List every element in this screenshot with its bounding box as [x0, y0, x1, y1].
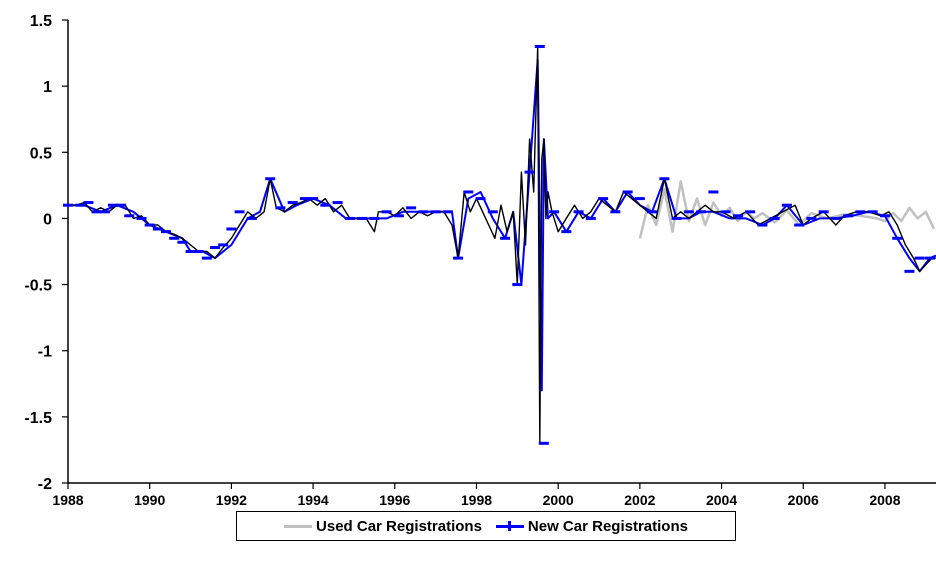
y-tick-label: -0.5 [24, 278, 52, 295]
x-tick-label: 2004 [706, 492, 737, 508]
series-line-used-car-registrations [638, 180, 936, 239]
y-tick-label: -2 [38, 476, 52, 493]
y-tick-label: 1 [43, 79, 52, 96]
y-tick-label: 0.5 [30, 145, 52, 162]
x-tick-label: 2006 [788, 492, 819, 508]
x-tick-label: 2008 [869, 492, 900, 508]
y-tick-label: -1 [38, 344, 52, 361]
legend-item-new: New Car Registrations [495, 517, 688, 535]
x-tick-label: 2002 [624, 492, 655, 508]
x-tick-label: 1994 [298, 492, 329, 508]
series-line-new-car-registrations [68, 58, 936, 392]
legend-swatch-used [284, 520, 313, 532]
x-tick-label: 1996 [379, 492, 410, 508]
x-tick-label: 1990 [134, 492, 165, 508]
series-line-overlay [68, 45, 936, 444]
y-tick-label: 0 [43, 211, 52, 228]
x-tick-label: 1988 [52, 492, 83, 508]
legend-label-used: Used Car Registrations [316, 517, 482, 535]
legend-item-used: Used Car Registrations [284, 518, 482, 535]
x-tick-label: 2000 [543, 492, 574, 508]
legend-swatch-new [495, 520, 524, 532]
legend-label-new: New Car Registrations [527, 517, 688, 535]
x-tick-label: 1992 [216, 492, 247, 508]
x-tick-label: 1998 [461, 492, 492, 508]
y-tick-label: -1.5 [24, 410, 52, 427]
legend: Used Car Registrations New Car Registrat… [236, 511, 736, 541]
y-tick-label: 1.5 [30, 13, 52, 30]
